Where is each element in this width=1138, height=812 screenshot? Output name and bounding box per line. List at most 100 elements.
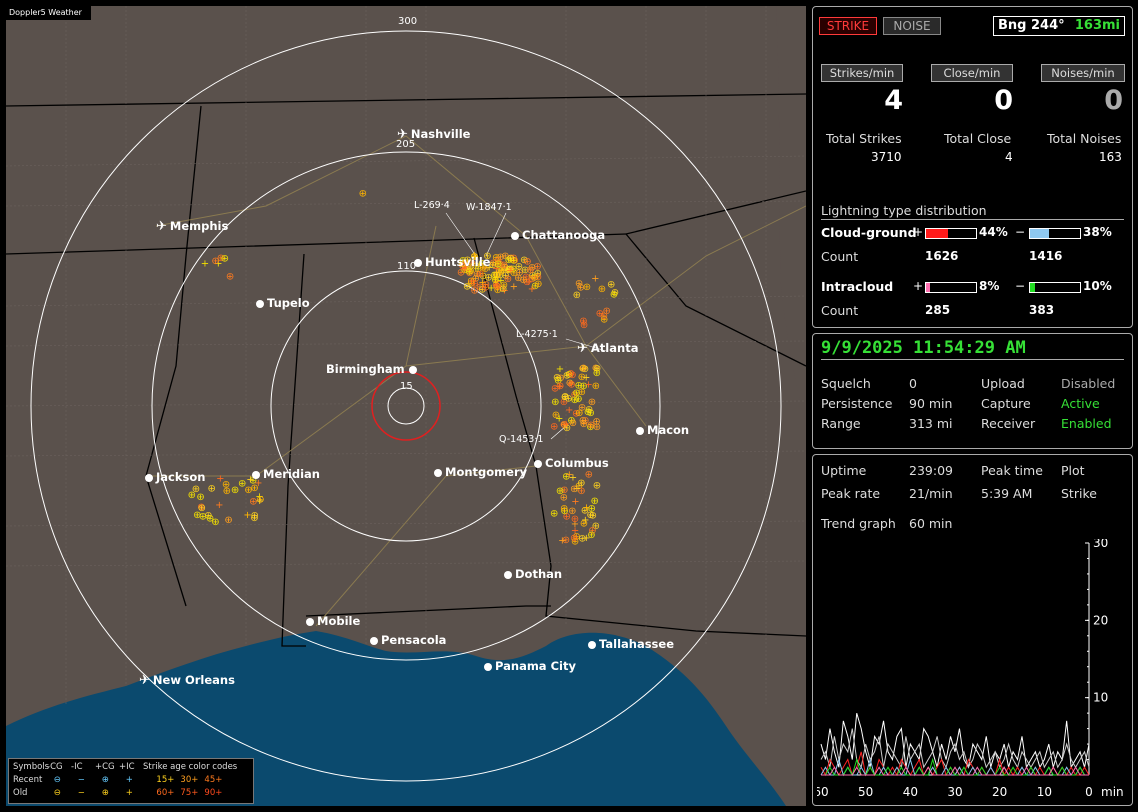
strike-marker: ⊕	[563, 511, 571, 522]
strike-marker: +	[558, 535, 566, 546]
strike-marker: +	[500, 286, 508, 297]
strike-marker: ⊕	[600, 311, 608, 322]
city-dothan: Dothan	[504, 567, 562, 581]
strike-marker: ⊕	[575, 381, 583, 392]
strike-marker: ⊕	[528, 262, 536, 273]
strike-marker: ⊕	[458, 259, 466, 270]
strike-marker: ⊕	[554, 376, 562, 387]
strike-legend: Symbols-CG -IC +CG +IC Strike age color code…	[8, 758, 254, 804]
strike-marker: ⊕	[551, 397, 559, 408]
strike-marker: ⊕	[588, 526, 596, 537]
strike-marker: +	[461, 263, 469, 274]
strike-marker: ⊕	[572, 388, 580, 399]
trend-span-value[interactable]: 60 min	[909, 516, 953, 531]
noise-mode-button[interactable]: NOISE	[883, 17, 941, 35]
trend-x-unit: min	[1101, 785, 1124, 799]
strike-marker: ⊕	[580, 419, 588, 430]
strike-marker: +	[254, 478, 262, 489]
strike-marker: ⊕	[256, 494, 264, 505]
city-mobile: Mobile	[306, 614, 360, 628]
strike-marker: ⊕	[607, 279, 615, 290]
strike-marker: ⊕	[500, 260, 508, 271]
range-rings	[30, 30, 782, 782]
strike-marker: ⊕	[571, 537, 579, 548]
strike-marker: ⊕	[571, 514, 579, 525]
trend-x-tick-label: 30	[947, 785, 962, 799]
trend-panel: Uptime 239:09 Peak time Plot Peak rate 2…	[812, 454, 1133, 806]
strike-marker: ⊕	[581, 506, 589, 517]
strike-marker: ⊕	[521, 265, 529, 276]
strike-mode-button[interactable]: STRIKE	[819, 17, 877, 35]
strike-marker: ⊕	[523, 277, 531, 288]
strike-marker: +	[471, 252, 479, 263]
strike-marker: ⊕	[610, 289, 618, 300]
strike-marker: ⊕	[474, 264, 482, 275]
strike-marker: ⊕	[572, 409, 580, 420]
lightning-map[interactable]: ⊕ + ⊕ ⊕ ⊕ + ⊕ ⊕ ⊕ ⊕ + ⊕ ⊕ ⊕ ⊕ ⊕ ⊕ ⊕ + ⊕ ⊕ ⊕ ⊕ + ⊕ ⊕ ⊕ + ⊕ ⊕ ⊕ ⊕ ⊕ ⊕ ⊕ + ⊕ ⊕ ⊕ +…	[6, 6, 806, 806]
atlantic-water	[776, 6, 806, 426]
strike-marker: ⊕	[501, 251, 509, 262]
strike-marker: ⊕	[571, 395, 579, 406]
cg-negative-bar	[1029, 228, 1081, 239]
strike-marker: ⊕	[515, 268, 523, 279]
strike-marker: ⊕	[593, 368, 601, 379]
trend-x-tick-label: 50	[858, 785, 873, 799]
ic-neg-symbol-icon: −	[77, 775, 85, 785]
city-macon: Macon	[636, 423, 689, 437]
strike-marker: +	[525, 277, 533, 288]
capture-status: Active	[1061, 396, 1100, 411]
strike-marker: ⊕	[504, 255, 512, 266]
range-label: Range	[821, 416, 861, 431]
strike-marker: ⊕	[238, 478, 246, 489]
trend-series-line-2	[820, 751, 1090, 777]
strike-marker: ⊕	[583, 282, 591, 293]
strike-marker: +	[562, 419, 570, 430]
strike-marker: ⊕	[481, 283, 489, 294]
distribution-title: Lightning type distribution	[821, 203, 987, 218]
strike-marker: ⊕	[528, 274, 536, 285]
strike-marker: ⊕	[476, 282, 484, 293]
strike-marker: ⊕	[496, 252, 504, 263]
uptime-label: Uptime	[821, 463, 867, 478]
strike-marker: ⊕	[468, 258, 476, 269]
strike-stats-panel: STRIKE NOISE Bng 244° 163mi Strikes/min …	[812, 6, 1133, 328]
strike-marker: ⊕	[462, 263, 470, 274]
strike-marker: ⊕	[611, 287, 619, 298]
strike-id-label: L-269·4	[414, 200, 450, 211]
strike-marker: ⊕	[526, 265, 534, 276]
strike-marker: +	[591, 273, 599, 284]
cg-negative-percent: 38%	[1083, 225, 1112, 239]
city-tupelo: Tupelo	[256, 296, 310, 310]
strike-marker: ⊕	[489, 260, 497, 271]
strike-marker: ⊕	[211, 517, 219, 528]
cg-pos-symbol-icon: ⊕	[101, 775, 109, 785]
strike-marker: ⊕	[560, 485, 568, 496]
strike-marker: +	[246, 475, 254, 486]
strike-marker: +	[504, 266, 512, 277]
strike-marker: ⊕	[250, 511, 258, 522]
strike-marker: ⊕	[476, 269, 484, 280]
strike-marker: +	[470, 250, 478, 261]
strike-marker: ⊕	[231, 485, 239, 496]
strike-marker: +	[215, 500, 223, 511]
strike-marker: +	[461, 263, 469, 274]
peak-rate-label: Peak rate	[821, 486, 881, 501]
trend-series-line-5	[821, 766, 1089, 776]
peak-time-value: 5:39 AM	[981, 486, 1033, 501]
strike-marker: ⊕	[223, 486, 231, 497]
strike-marker: +	[255, 491, 263, 502]
upload-label: Upload	[981, 376, 1025, 391]
ring-label-15: 15	[400, 381, 413, 392]
strike-marker: ⊕	[563, 423, 571, 434]
plot-value[interactable]: Strike	[1061, 486, 1097, 501]
strike-marker: ⊕	[482, 279, 490, 290]
strike-marker: ⊕	[250, 483, 258, 494]
upload-status: Disabled	[1061, 376, 1116, 391]
strike-marker: ⊕	[484, 273, 492, 284]
strike-marker: ⊕	[511, 256, 519, 267]
strike-marker: ⊕	[461, 265, 469, 276]
strike-marker: ⊕	[492, 253, 500, 264]
strike-marker: ⊕	[581, 415, 589, 426]
trend-y-tick-label: 20	[1093, 613, 1108, 627]
strike-marker: +	[567, 378, 575, 389]
